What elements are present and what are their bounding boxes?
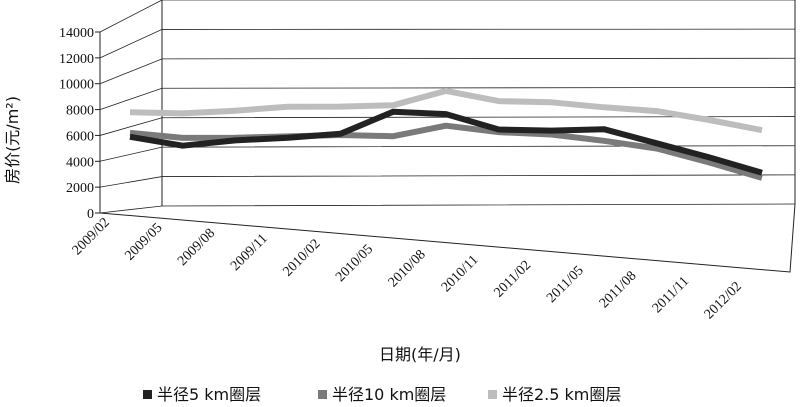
x-tick-label: 2009/05 bbox=[122, 221, 165, 264]
x-tick-label: 2009/11 bbox=[228, 231, 271, 274]
x-tick-label: 2011/08 bbox=[597, 269, 640, 312]
gridline bbox=[99, 203, 796, 214]
gridline bbox=[99, 87, 796, 110]
gridline bbox=[99, 145, 796, 162]
legend-swatch bbox=[143, 390, 152, 399]
gridline bbox=[99, 0, 795, 33]
x-tick-label: 2011/02 bbox=[491, 258, 534, 301]
chart-frame bbox=[99, 0, 796, 273]
legend-label: 半径10 km圈层 bbox=[332, 385, 446, 404]
series-line-1 bbox=[129, 122, 763, 181]
y-tick-label: 4000 bbox=[66, 155, 94, 170]
y-axis-title: 房价(元/m²) bbox=[3, 96, 22, 184]
y-tick-label: 6000 bbox=[66, 129, 94, 144]
y-tick-label: 2000 bbox=[66, 181, 94, 196]
y-tick-label: 12000 bbox=[59, 52, 94, 67]
y-tick-label: 0 bbox=[87, 207, 94, 222]
x-tick-label: 2011/05 bbox=[544, 263, 587, 306]
legend-swatch bbox=[488, 390, 497, 399]
y-axis-ticks: 0 2000 4000 6000 8000 10000 12000 14000 bbox=[59, 26, 100, 222]
x-axis-ticks: 2009/02 2009/05 2009/08 2009/11 2010/02 2010/… bbox=[70, 215, 745, 322]
x-tick-label: 2012/02 bbox=[702, 279, 745, 322]
x-tick-label: 2010/02 bbox=[280, 237, 323, 280]
gridline bbox=[99, 28, 796, 59]
gridline bbox=[99, 174, 796, 188]
chart-gridlines bbox=[99, 0, 796, 214]
legend-label: 半径2.5 km圈层 bbox=[502, 385, 621, 404]
chart-series bbox=[129, 87, 763, 181]
chart-legend: 半径5 km圈层 半径10 km圈层 半径2.5 km圈层 bbox=[143, 385, 621, 404]
x-tick-label: 2009/08 bbox=[175, 226, 218, 269]
series-line-0 bbox=[129, 108, 763, 176]
x-tick-label: 2010/11 bbox=[439, 253, 482, 296]
floor-front-edge bbox=[99, 203, 796, 273]
y-tick-label: 8000 bbox=[66, 104, 94, 119]
y-tick-label: 10000 bbox=[59, 78, 94, 93]
legend-label: 半径5 km圈层 bbox=[157, 385, 261, 404]
y-tick-label: 14000 bbox=[59, 26, 94, 41]
x-axis-title: 日期(年/月) bbox=[379, 345, 461, 364]
gridline bbox=[99, 116, 796, 136]
gridline bbox=[99, 57, 796, 85]
x-tick-label: 2010/08 bbox=[386, 247, 429, 290]
x-tick-label: 2010/05 bbox=[333, 242, 376, 285]
x-tick-label: 2011/11 bbox=[650, 274, 692, 316]
legend-swatch bbox=[318, 390, 327, 399]
